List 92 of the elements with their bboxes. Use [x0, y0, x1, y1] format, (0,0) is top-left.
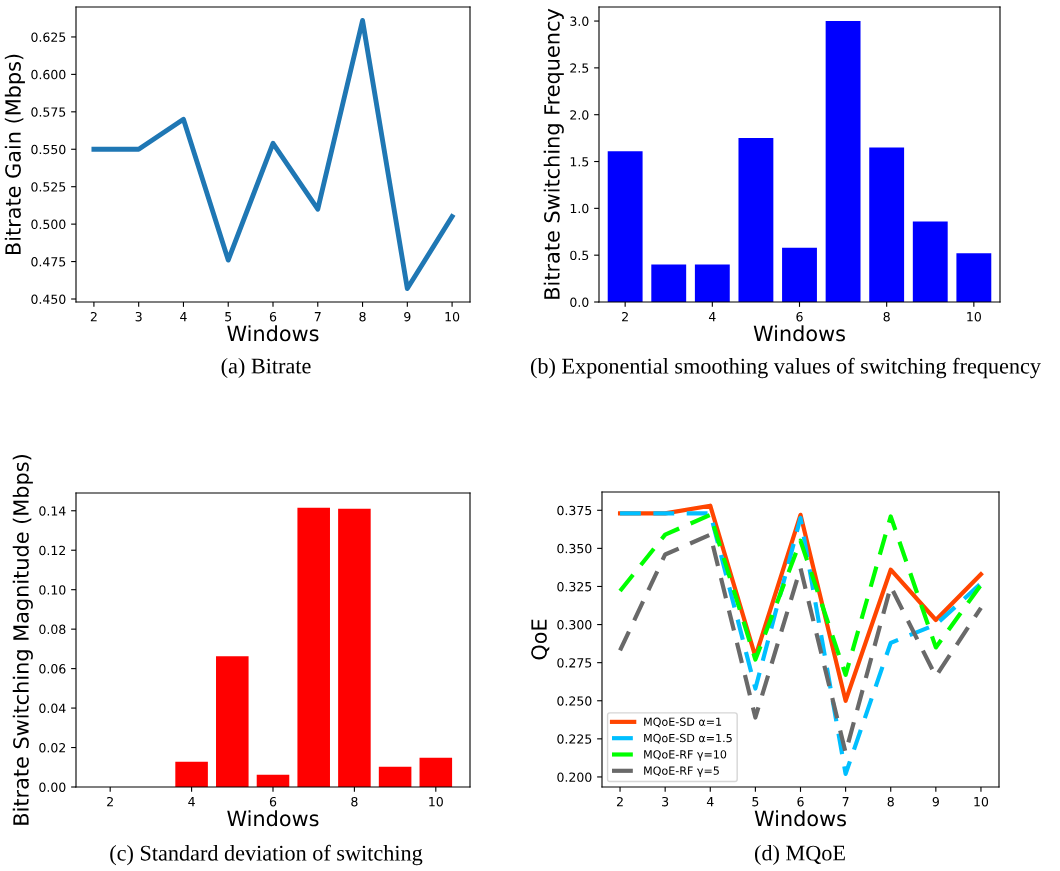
y-tick-label: 0.5 [570, 250, 589, 261]
bar [175, 761, 208, 787]
text: (c) Standard deviation of switching [110, 844, 423, 866]
bar [216, 656, 249, 787]
x-tick-label: 3 [662, 796, 669, 807]
y-tick-label: 0.200 [557, 772, 592, 782]
legend-label: MQoE-RF γ=5 [644, 766, 719, 777]
y-tick-label: 0.300 [557, 620, 592, 630]
x-tick-label: 6 [269, 311, 277, 322]
y-tick-label: 0.275 [557, 658, 592, 668]
x-axis-title: Windows [227, 810, 319, 827]
x-tick-label: 8 [359, 311, 366, 322]
legend-label: MQoE-SD α=1 [644, 717, 722, 728]
y-tick-label: 0.10 [39, 585, 66, 595]
x-tick-label: 8 [883, 311, 890, 322]
x-axis-title: Windows [754, 810, 846, 827]
y-tick-label: 0.12 [39, 545, 66, 556]
x-tick-label: 2 [90, 311, 97, 322]
x-tick-label: 2 [107, 796, 113, 807]
y-tick-label: 0.550 [31, 144, 66, 155]
y-tick-label: 0.02 [39, 743, 66, 753]
bar [782, 247, 817, 302]
y-tick-label: 0.06 [39, 664, 66, 674]
x-tick-label: 4 [188, 797, 195, 807]
bar [378, 766, 412, 787]
y-tick-label: 0.500 [31, 219, 66, 230]
y-tick-label: 0.375 [557, 505, 592, 516]
x-tick-label: 9 [404, 311, 411, 322]
y-tick-label: 0.475 [31, 257, 66, 267]
y-tick-label: 1.5 [570, 157, 589, 167]
x-tick-label: 5 [225, 312, 232, 322]
bar [651, 264, 687, 302]
x-axis-title: Windows [753, 325, 845, 342]
legend-label: MQoE-RF γ=10 [644, 750, 727, 761]
bar [956, 253, 992, 302]
y-axis-title: Bitrate Switching Frequency [543, 8, 564, 299]
x-tick-label: 4 [180, 312, 187, 322]
x-axis-title: Windows [227, 325, 319, 342]
y-tick-label: 0.625 [31, 32, 66, 42]
y-tick-label: 0.525 [31, 182, 66, 192]
text: (b) Exponential smoothing values of switching frequency [530, 357, 1041, 379]
bar [869, 147, 905, 302]
y-tick-label: 2.0 [570, 110, 589, 120]
y-axis-title: QoE [531, 619, 550, 660]
y-tick-label: 0.250 [557, 696, 592, 706]
y-tick-label: 3.0 [570, 16, 589, 26]
text: (a) Bitrate [221, 357, 311, 379]
x-tick-label: 3 [135, 311, 142, 322]
x-tick-label: 4 [706, 797, 714, 807]
bar [694, 264, 730, 302]
y-tick-label: 0.575 [31, 107, 66, 117]
x-tick-label: 6 [797, 796, 804, 807]
y-axis-title: Bitrate Gain (Mbps) [4, 54, 25, 255]
x-tick-label: 2 [616, 796, 623, 807]
y-tick-label: 2.5 [570, 63, 589, 73]
x-tick-label: 8 [887, 796, 894, 807]
y-tick-label: 0.04 [39, 703, 66, 713]
y-tick-label: 0.0 [570, 297, 589, 307]
bar [912, 221, 948, 302]
x-tick-label: 10 [429, 796, 443, 807]
x-tick-label: 8 [351, 796, 358, 807]
y-tick-label: 1.0 [570, 203, 589, 214]
x-tick-label: 6 [796, 311, 803, 322]
bar [825, 21, 861, 302]
y-tick-label: 0.450 [31, 294, 66, 304]
bar [419, 757, 453, 787]
y-tick-label: 0.600 [31, 69, 66, 80]
bar [338, 508, 371, 787]
x-tick-label: 7 [314, 312, 321, 322]
bar [738, 138, 774, 302]
y-axis-title: Bitrate Switching Magnitude (Mbps) [12, 455, 33, 825]
x-tick-label: 10 [967, 311, 981, 322]
x-tick-label: 5 [752, 797, 759, 807]
line-series [617, 512, 984, 677]
x-tick-label: 2 [622, 311, 628, 322]
y-tick-label: 0.08 [39, 624, 66, 635]
bar [297, 507, 330, 787]
x-tick-label: 9 [932, 796, 939, 807]
text: (d) MQoE [755, 844, 845, 866]
bar [607, 151, 643, 302]
y-tick-label: 0.14 [39, 506, 66, 516]
line-series [91, 18, 455, 291]
x-tick-label: 10 [445, 311, 460, 322]
x-tick-label: 10 [974, 796, 989, 807]
y-tick-label: 0.225 [557, 734, 592, 744]
y-tick-label: 0.325 [557, 581, 592, 592]
x-tick-label: 6 [269, 796, 277, 807]
x-tick-label: 4 [708, 312, 716, 322]
legend-label: MQoE-SD α=1.5 [644, 733, 732, 744]
y-tick-label: 0.350 [557, 543, 592, 554]
x-tick-label: 7 [842, 797, 849, 807]
y-tick-label: 0.00 [39, 782, 66, 792]
